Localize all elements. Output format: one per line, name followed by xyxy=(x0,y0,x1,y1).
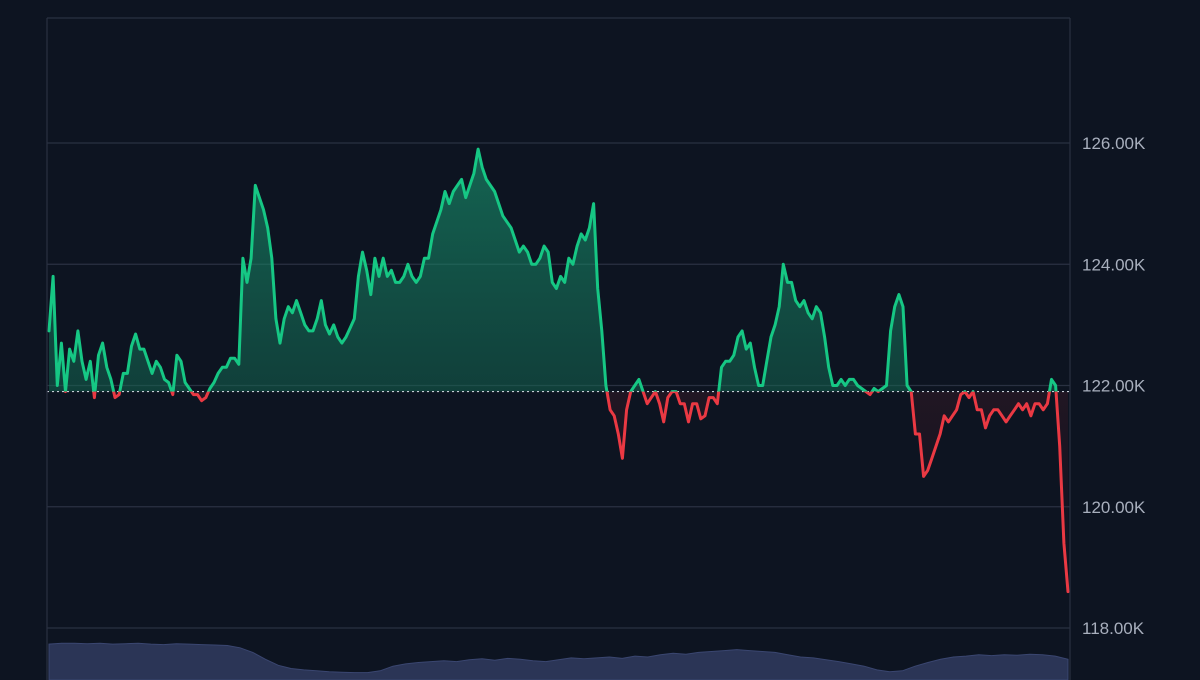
y-tick-label-1: 120.00K xyxy=(1082,498,1146,517)
price-area-fill xyxy=(49,149,1068,592)
volume-area xyxy=(48,642,1069,680)
y-tick-label-0: 118.00K xyxy=(1082,619,1145,638)
price-line[interactable] xyxy=(47,147,1070,594)
plot-frame xyxy=(46,17,1071,680)
area-above-baseline xyxy=(49,149,1057,392)
y-tick-label-4: 126.00K xyxy=(1082,134,1146,153)
volume-area-shape xyxy=(48,642,1069,680)
y-axis: 118.00K 120.00K 122.00K 124.00K 126.00K xyxy=(1082,134,1146,638)
y-tick-label-2: 122.00K xyxy=(1082,377,1146,396)
y-tick-label-3: 124.00K xyxy=(1082,255,1146,274)
price-line-up[interactable] xyxy=(47,147,1068,591)
